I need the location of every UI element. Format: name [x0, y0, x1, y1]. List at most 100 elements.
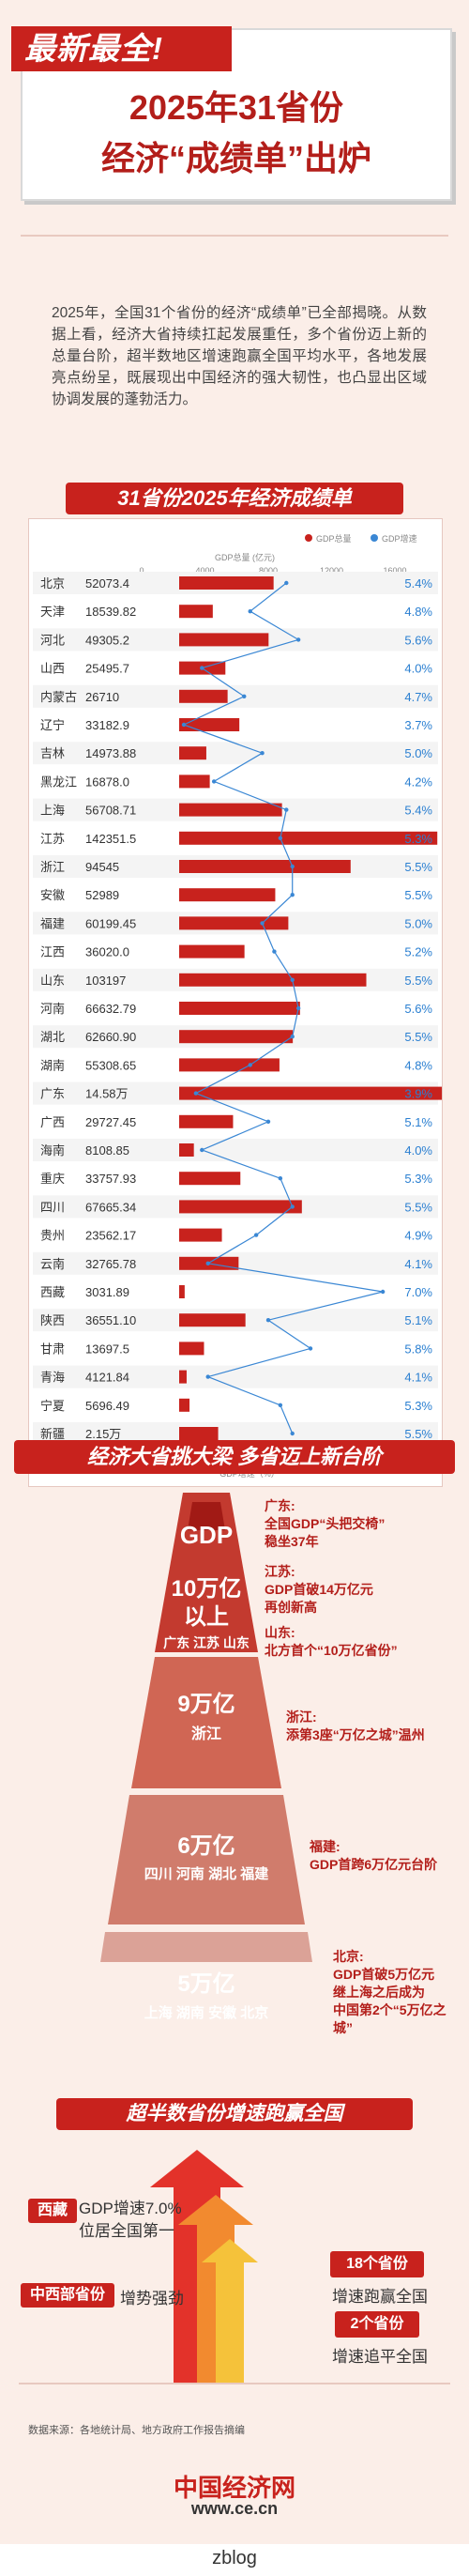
gdp-bar	[179, 803, 282, 817]
province-label: 山西	[40, 662, 65, 676]
gdp-value-label: 18539.82	[85, 605, 136, 619]
gdp-value-label: 8108.85	[85, 1143, 129, 1158]
tier1-amount: 10万亿	[171, 1576, 242, 1602]
growth-point	[265, 1119, 271, 1124]
province-label: 江西	[40, 945, 65, 959]
gdp-value-label: 142351.5	[85, 832, 136, 846]
gdp-bar	[179, 1086, 444, 1100]
stat2-text: 增速追平全国	[332, 2348, 428, 2366]
hero-title-line1: 2025年31省份	[23, 84, 450, 131]
province-label: 浙江	[40, 860, 65, 874]
growth-value-label: 5.4%	[404, 576, 432, 590]
gdp-bar	[179, 1002, 300, 1015]
province-label: 湖南	[40, 1058, 65, 1072]
growth-value-label: 5.5%	[404, 974, 432, 988]
note-beijing-line1: GDP首破5万亿元	[333, 1967, 435, 1982]
gdp-chart: GDP总量 GDP增速 GDP总量 (亿元) 0 4000 8000 12000 160…	[33, 533, 444, 1479]
note-jiangsu: 江苏: GDP首破14万亿元 再创新高	[265, 1563, 461, 1617]
growth-value-label: 4.8%	[404, 1058, 432, 1072]
gdp-value-label: 3031.89	[85, 1285, 129, 1299]
growth-point	[278, 1403, 283, 1407]
chart-row-bg	[33, 1393, 438, 1417]
stat1-badge: 18个省份	[330, 2251, 424, 2277]
growth-point	[253, 1233, 259, 1237]
gdp-value-label: 23562.17	[85, 1229, 136, 1243]
growth-point	[290, 1035, 295, 1039]
tier3-amount: 6万亿	[177, 1833, 235, 1859]
growth-point	[272, 949, 277, 954]
gdp-bar	[179, 718, 240, 731]
gdp-value-label: 4121.84	[85, 1371, 129, 1385]
note-beijing: 北京: GDP首破5万亿元 继上海之后成为 中国第2个“5万亿之城”	[333, 1948, 464, 2037]
note-guangdong-line1: 全国GDP“头把交椅”	[265, 1516, 386, 1531]
top-tick-label: 12000	[320, 566, 343, 575]
province-label: 河北	[40, 633, 65, 647]
gdp-bar	[179, 1058, 280, 1072]
gdp-bar	[179, 973, 367, 987]
growth-value-label: 7.0%	[404, 1285, 432, 1299]
growth-point	[205, 1261, 210, 1265]
chart-row-bg	[33, 770, 438, 793]
pyramid-apex	[188, 1502, 225, 1530]
growth-value-label: 5.3%	[404, 1399, 432, 1413]
gdp-value-label: 36020.0	[85, 945, 129, 959]
province-label: 黑龙江	[40, 774, 77, 789]
note-fujian-head: 福建:	[310, 1839, 340, 1854]
growth-value-label: 5.5%	[404, 860, 432, 874]
pyramid-tier-top	[155, 1493, 258, 1652]
xizang-text1: GDP增速7.0%	[79, 2200, 182, 2217]
province-label: 海南	[40, 1143, 65, 1158]
note-zhejiang-head: 浙江:	[286, 1710, 317, 1725]
logo-url: www.ce.cn	[190, 2499, 279, 2518]
growth-value-label: 5.5%	[404, 1200, 432, 1214]
chart-row-bg	[33, 1337, 438, 1360]
gdp-bar	[179, 1285, 185, 1298]
growth-value-label: 5.4%	[404, 804, 432, 818]
growth-value-label: 4.7%	[404, 690, 432, 704]
note-fujian-line1: GDP首跨6万亿元台阶	[310, 1857, 438, 1872]
intro-paragraph: 2025年，全国31个省份的经济“成绩单”已全部揭晓。从数据上看，经济大省持续扛…	[52, 305, 427, 407]
xizang-badge: 西藏	[28, 2199, 77, 2223]
gdp-value-label: 29727.45	[85, 1115, 136, 1129]
legend-gdp-marker	[305, 534, 312, 542]
chart-row-bg	[33, 1110, 438, 1133]
province-label: 上海	[40, 804, 65, 818]
growth-point	[295, 637, 301, 642]
note-jiangsu-head: 江苏:	[265, 1564, 295, 1579]
growth-value-label: 5.6%	[404, 1002, 432, 1016]
gdp-bar	[179, 774, 210, 789]
legend-gdp-label: GDP总量	[316, 533, 352, 544]
growth-value-label: 5.0%	[404, 746, 432, 760]
hero-card: 最新最全! 2025年31省份 经济“成绩单”出炉	[11, 26, 452, 201]
section1-banner: 31省份2025年经济成绩单	[66, 483, 403, 514]
tier4-provinces: 上海 湖南 安徽 北京	[144, 2005, 269, 2021]
province-label: 辽宁	[40, 718, 65, 732]
watermark: zblog	[212, 2548, 257, 2568]
gdp-value-label: 55308.65	[85, 1058, 136, 1072]
section3-banner: 超半数省份增速跑赢全国	[56, 2098, 413, 2130]
growth-point	[380, 1289, 386, 1295]
province-label: 江苏	[40, 832, 65, 846]
growth-value-label: 4.9%	[404, 1229, 432, 1243]
note-guangdong-head: 广东:	[265, 1498, 295, 1513]
gdp-bar	[179, 1370, 187, 1384]
chart-row-bg	[33, 1139, 438, 1161]
growth-point	[205, 1374, 210, 1379]
gdp-value-label: 56708.71	[85, 804, 136, 818]
chart-row-bg	[33, 1223, 438, 1247]
province-label: 湖北	[40, 1030, 65, 1044]
data-source: 数据来源：各地统计局、地方政府工作报告摘编	[28, 2425, 245, 2436]
growth-point	[290, 1431, 295, 1436]
gdp-value-label: 5696.49	[85, 1399, 129, 1413]
gdp-value-label: 33757.93	[85, 1172, 136, 1186]
growth-value-label: 5.5%	[404, 1427, 432, 1441]
gdp-value-label: 33182.9	[85, 718, 129, 732]
growth-point	[290, 977, 295, 982]
gdp-bar	[179, 1342, 204, 1356]
top-tick-label: 0	[139, 566, 144, 575]
province-label: 甘肃	[40, 1342, 65, 1356]
logo-name: 中国经济网	[173, 2474, 295, 2502]
note-zhejiang-line1: 添第3座“万亿之城”温州	[286, 1727, 425, 1742]
gdp-value-label: 26710	[85, 690, 119, 704]
province-label: 陕西	[40, 1313, 65, 1327]
